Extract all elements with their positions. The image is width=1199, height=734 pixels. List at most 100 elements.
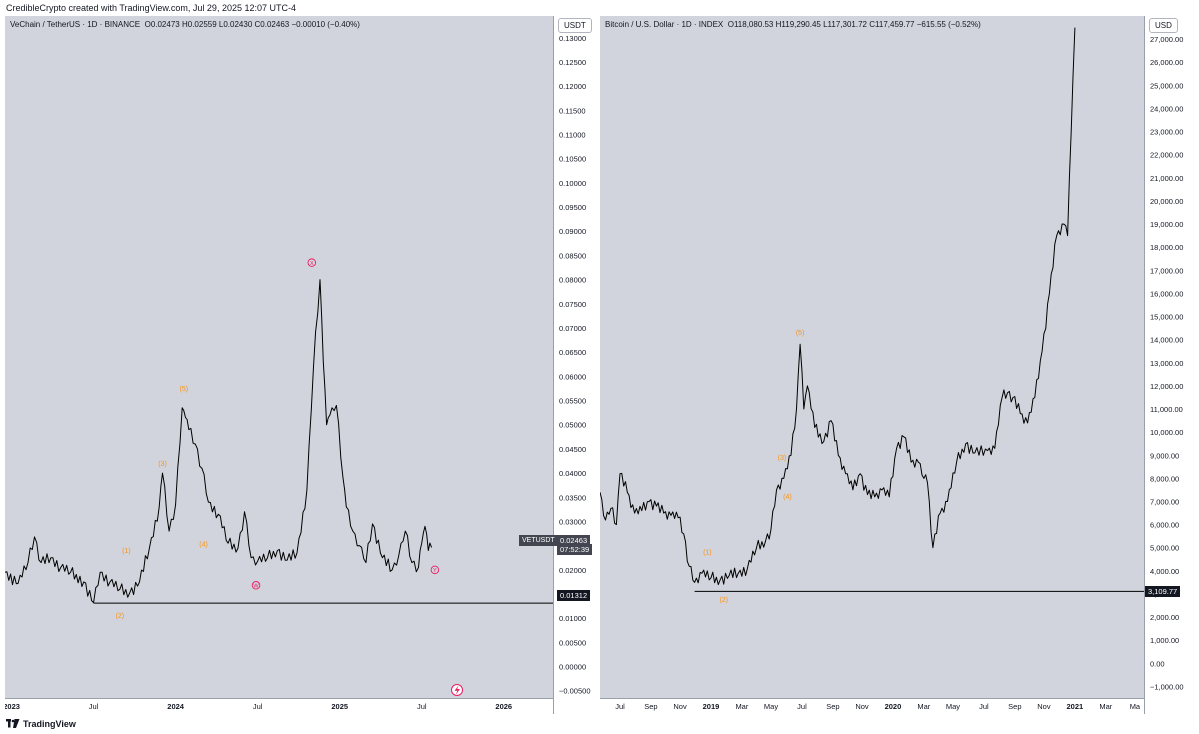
- vet-x-tick-label: 2026: [495, 702, 512, 711]
- btc-y-tick-label: 10,000.00: [1150, 428, 1183, 437]
- btc-y-tick-label: 17,000.00: [1150, 266, 1183, 275]
- btc-support-price: 3,109.77: [1145, 586, 1181, 597]
- btc-x-tick-label: 2019: [703, 702, 720, 711]
- vet-y-tick-label: 0.09000: [559, 227, 586, 236]
- btc-y-tick-label: 7,000.00: [1150, 497, 1179, 506]
- vet-y-tick-label: 0.07000: [559, 324, 586, 333]
- vet-wave-marker: [430, 565, 440, 575]
- vet-plot-area[interactable]: [5, 16, 553, 698]
- vet-y-tick-label: 0.11500: [559, 106, 586, 115]
- btc-x-tick-label: Mar: [1099, 702, 1112, 711]
- btc-x-tick-label: 2020: [885, 702, 902, 711]
- btc-x-tick-label: Nov: [673, 702, 687, 711]
- tradingview-logo-icon: [6, 718, 20, 729]
- vet-symbol-tag: VETUSDT: [519, 535, 558, 546]
- btc-x-tick-label: 2021: [1067, 702, 1084, 711]
- vet-y-tick-label: 0.10000: [559, 179, 586, 188]
- btc-y-tick-label: 5,000.00: [1150, 544, 1179, 553]
- vet-countdown: 07:52:39: [557, 544, 593, 555]
- vet-y-tick-label: 0.05500: [559, 397, 586, 406]
- btc-y-tick-label: 25,000.00: [1150, 81, 1183, 90]
- vet-x-tick-label: Jul: [89, 702, 99, 711]
- btc-legend: Bitcoin / U.S. Dollar · 1D · INDEX O118,…: [605, 20, 981, 29]
- btc-y-tick-label: 22,000.00: [1150, 151, 1183, 160]
- btc-y-tick-label: 19,000.00: [1150, 220, 1183, 229]
- vet-y-axis[interactable]: [553, 16, 596, 714]
- btc-x-tick-label: Mar: [735, 702, 748, 711]
- btc-y-tick-label: 24,000.00: [1150, 104, 1183, 113]
- vet-x-axis[interactable]: [5, 698, 553, 714]
- btc-x-tick-label: Jul: [615, 702, 625, 711]
- btc-y-tick-label: 9,000.00: [1150, 451, 1179, 460]
- vet-wave-marker: [251, 581, 261, 590]
- btc-y-tick-label: 16,000.00: [1150, 289, 1183, 298]
- vet-y-tick-label: 0.00000: [559, 663, 586, 672]
- btc-y-tick-label: 26,000.00: [1150, 58, 1183, 67]
- vet-y-tick-label: 0.07500: [559, 300, 586, 309]
- btc-y-axis[interactable]: [1144, 16, 1194, 714]
- btc-y-tick-label: 12,000.00: [1150, 382, 1183, 391]
- attribution-text: CredibleCrypto created with TradingView.…: [6, 3, 296, 13]
- btc-y-tick-label: 21,000.00: [1150, 174, 1183, 183]
- vet-wave-label: (2): [116, 613, 125, 620]
- btc-chart-panel[interactable]: −1,000.000.001,000.002,000.003,000.004,0…: [600, 16, 1194, 714]
- vet-y-tick-label: 0.08500: [559, 251, 586, 260]
- vet-y-tick-label: 0.00500: [559, 638, 586, 647]
- btc-x-tick-label: Nov: [1037, 702, 1051, 711]
- vet-y-tick-label: 0.13000: [559, 34, 586, 43]
- btc-x-tick-label: Sep: [826, 702, 839, 711]
- btc-wave-label: (2): [719, 597, 728, 604]
- vet-x-tick-label: 2024: [167, 702, 185, 711]
- vet-y-tick-label: 0.08000: [559, 276, 586, 285]
- lightning-icon[interactable]: [451, 684, 463, 696]
- btc-y-tick-label: 8,000.00: [1150, 474, 1179, 483]
- btc-chart-svg: −1,000.000.001,000.002,000.003,000.004,0…: [600, 16, 1194, 714]
- btc-y-tick-label: 11,000.00: [1150, 405, 1183, 414]
- vet-legend: VeChain / TetherUS · 1D · BINANCE O0.024…: [10, 20, 360, 29]
- vet-y-tick-label: 0.03000: [559, 517, 586, 526]
- vet-unit-button[interactable]: USDT: [558, 18, 592, 33]
- btc-y-tick-label: 0.00: [1150, 659, 1165, 668]
- btc-x-tick-label: Sep: [644, 702, 657, 711]
- vet-y-tick-label: 0.05000: [559, 421, 586, 430]
- btc-wave-label: (1): [703, 550, 712, 557]
- btc-x-tick-label: Mar: [917, 702, 930, 711]
- btc-x-tick-label: May: [946, 702, 960, 711]
- vet-x-tick-label: Jul: [253, 702, 263, 711]
- vet-wave-label: X: [310, 261, 314, 267]
- vet-y-tick-label: 0.12500: [559, 58, 586, 67]
- btc-price-series[interactable]: [600, 27, 1076, 586]
- vet-y-tick-label: 0.09500: [559, 203, 586, 212]
- btc-ohlc: O118,080.53 H119,290.45 L117,301.72 C117…: [727, 20, 981, 29]
- vet-y-tick-label: 0.11000: [559, 131, 586, 140]
- vet-title-text: VeChain / TetherUS · 1D · BINANCE: [10, 20, 141, 29]
- btc-x-tick-label: Ma: [1130, 702, 1141, 711]
- btc-plot-area[interactable]: [600, 16, 1144, 698]
- btc-y-tick-label: 27,000.00: [1150, 35, 1183, 44]
- btc-x-tick-label: Jul: [979, 702, 989, 711]
- btc-wave-label: (4): [783, 494, 792, 501]
- vet-chart-panel[interactable]: −0.005000.000000.005000.010000.015000.02…: [5, 16, 596, 714]
- btc-unit-button[interactable]: USD: [1149, 18, 1178, 33]
- btc-y-tick-label: 18,000.00: [1150, 243, 1183, 252]
- vet-y-tick-label: 0.01000: [559, 614, 586, 623]
- attribution-bar: CredibleCrypto created with TradingView.…: [0, 0, 1199, 16]
- vet-chart-svg: −0.005000.000000.005000.010000.015000.02…: [5, 16, 596, 714]
- vet-y-tick-label: −0.00500: [559, 687, 591, 696]
- vet-wave-label: (3): [158, 461, 167, 468]
- btc-y-tick-label: 23,000.00: [1150, 128, 1183, 137]
- vet-price-series[interactable]: [5, 279, 433, 604]
- btc-y-tick-label: 15,000.00: [1150, 313, 1183, 322]
- btc-y-tick-label: 4,000.00: [1150, 567, 1179, 576]
- tradingview-footer[interactable]: TradingView: [6, 718, 76, 729]
- btc-y-tick-label: 6,000.00: [1150, 521, 1179, 530]
- vet-y-tick-label: 0.04000: [559, 469, 586, 478]
- vet-support-price: 0.01312: [557, 590, 591, 601]
- vet-last-price: 0.02463: [557, 535, 591, 546]
- btc-x-tick-label: May: [764, 702, 778, 711]
- btc-x-tick-label: Jul: [797, 702, 807, 711]
- btc-title-text: Bitcoin / U.S. Dollar · 1D · INDEX: [605, 20, 724, 29]
- vet-x-tick-label: Jul: [417, 702, 427, 711]
- btc-x-axis[interactable]: [600, 698, 1144, 714]
- vet-ohlc: O0.02473 H0.02559 L0.02430 C0.02463 −0.0…: [144, 20, 360, 29]
